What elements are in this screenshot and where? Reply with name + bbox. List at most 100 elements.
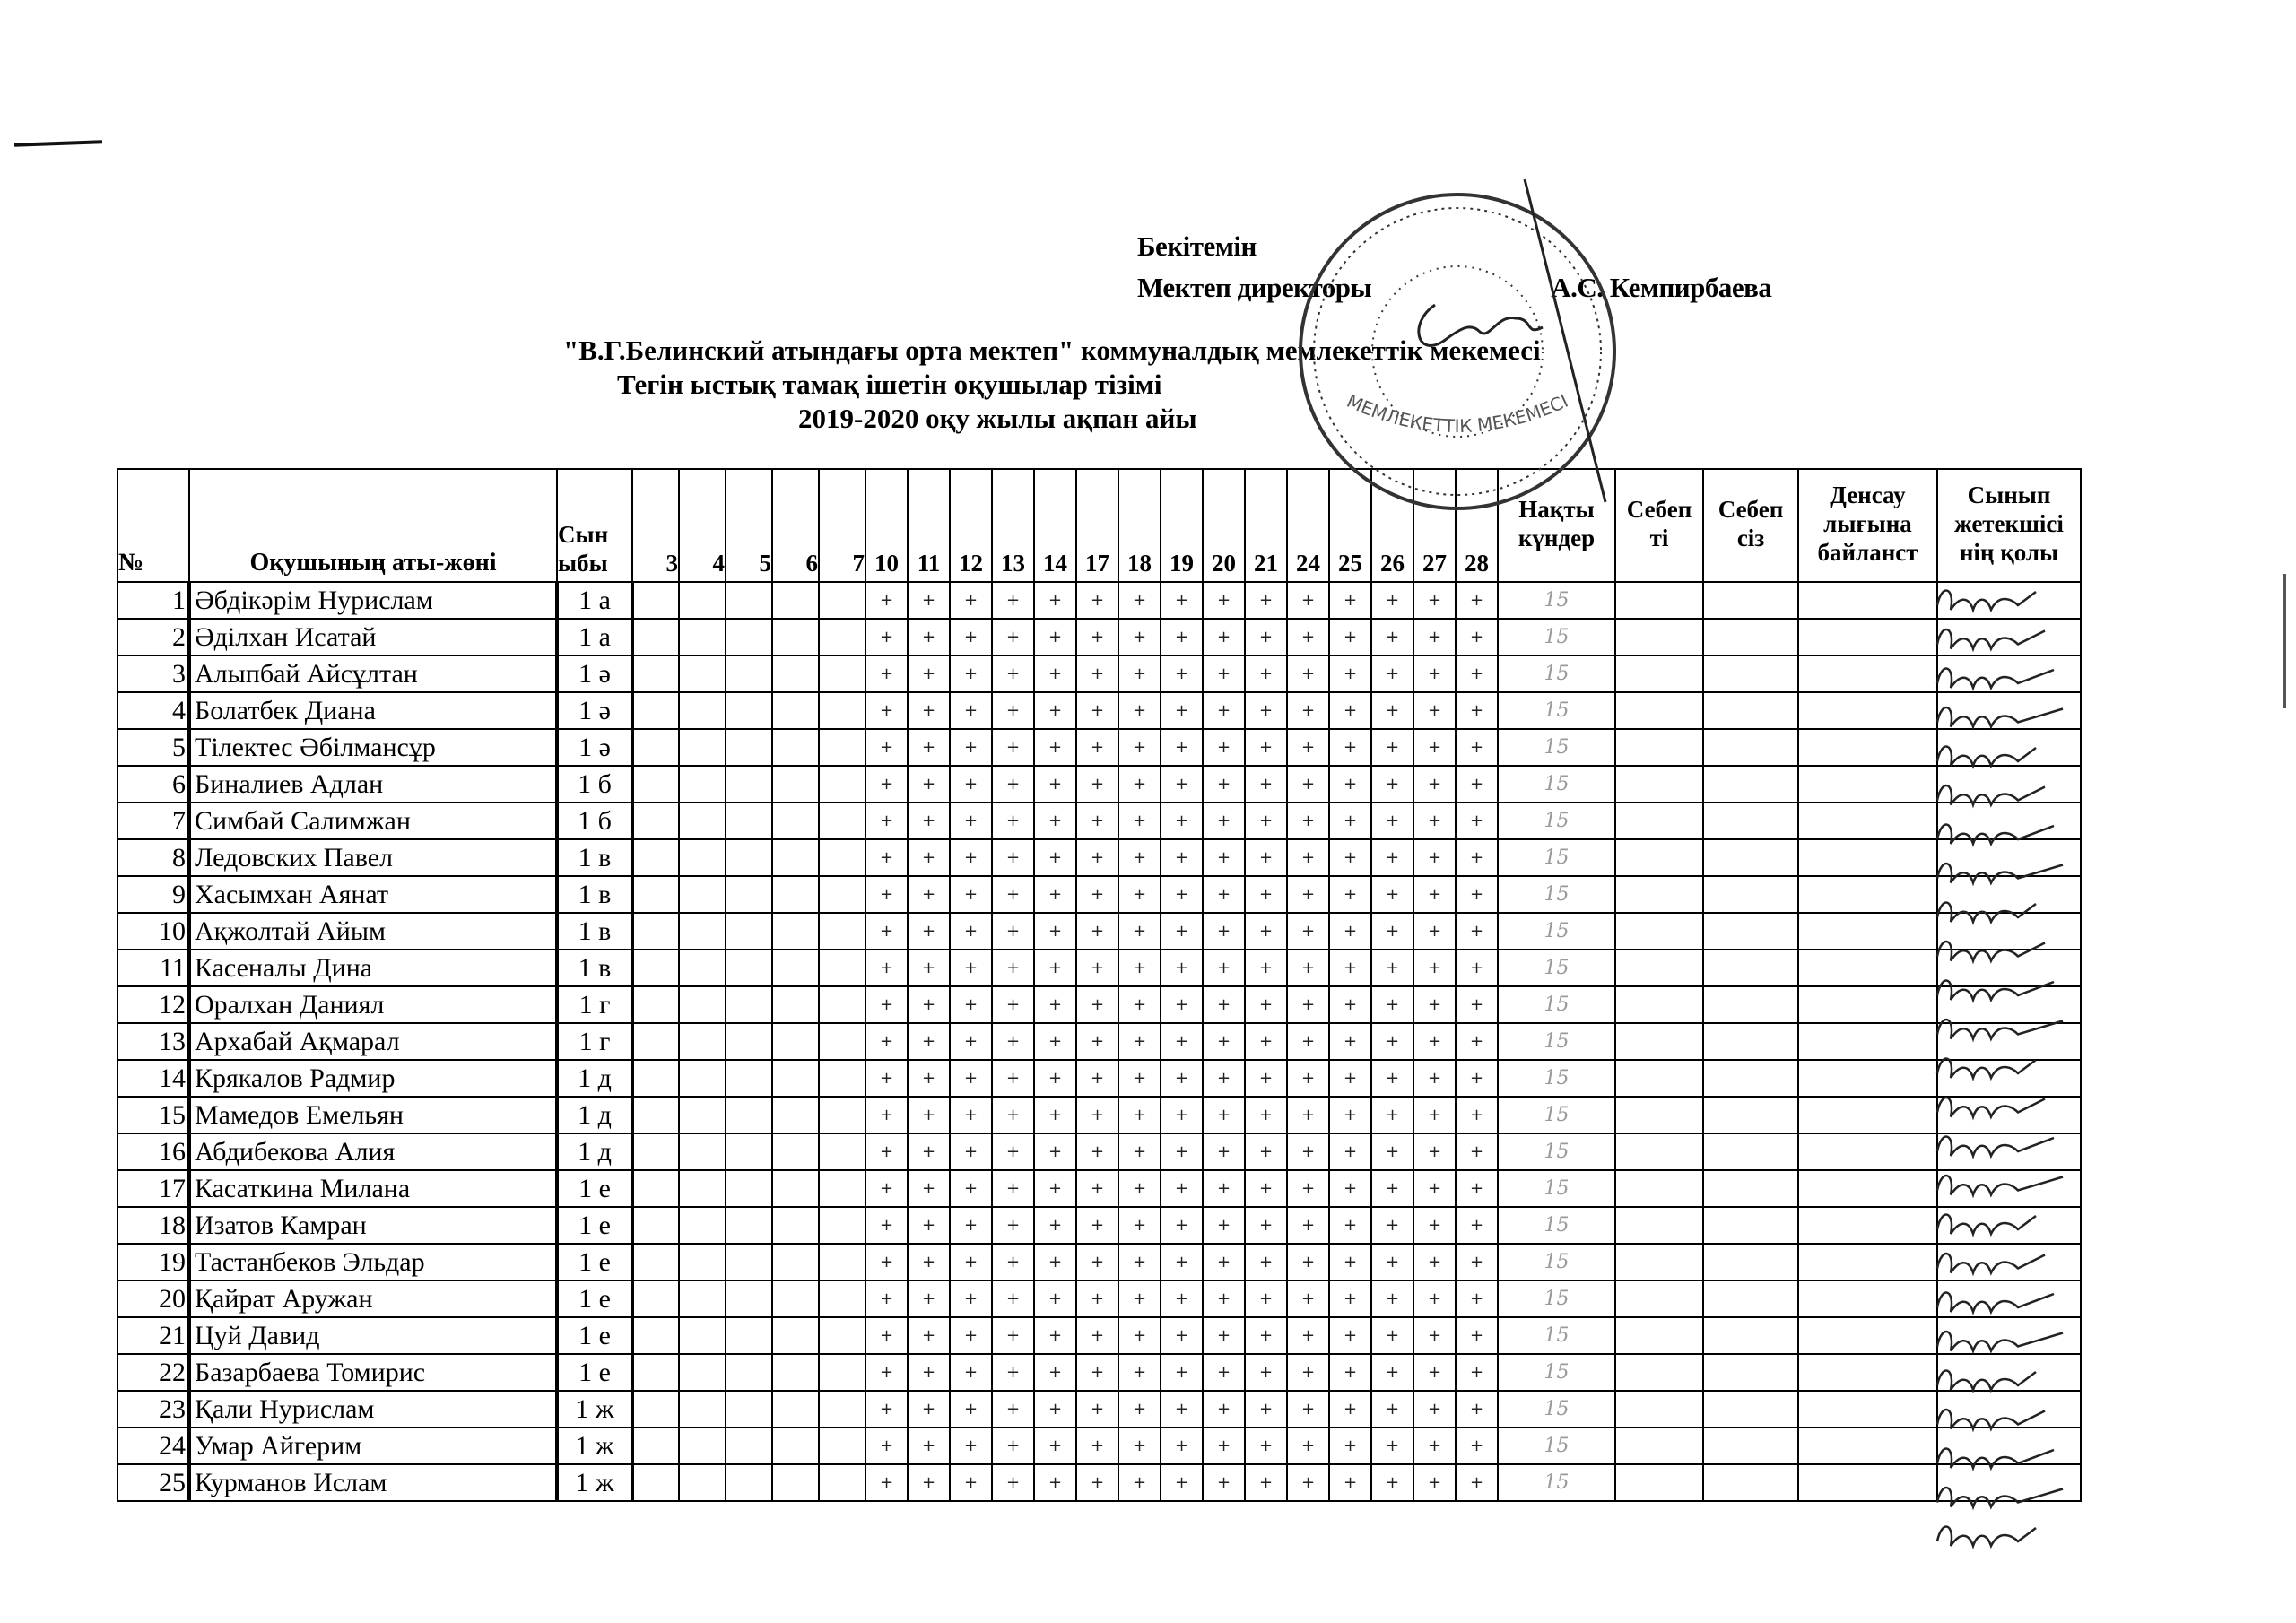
day-mark-cell: + (1075, 1353, 1119, 1392)
day-mark-cell (818, 838, 866, 877)
row-number: 9 (117, 875, 190, 914)
day-mark-cell: + (1244, 838, 1288, 877)
day-mark-cell (725, 1022, 773, 1061)
day-mark-cell: + (1033, 1390, 1077, 1428)
day-mark-cell (725, 1316, 773, 1355)
day-mark-cell: + (1370, 581, 1414, 620)
day-mark-cell: + (1075, 1133, 1119, 1171)
row-number: 6 (117, 765, 190, 803)
table-row: 25 Курманов Ислам 1 ж + + + + + + + + + + + + + + +15 (117, 1463, 2082, 1502)
day-mark-cell (725, 1059, 773, 1098)
student-name: Ақжолтай Айым (187, 912, 559, 950)
day-mark-cell: + (1286, 1133, 1330, 1171)
student-name: Касаткина Милана (187, 1169, 559, 1208)
actual-days: 15 (1497, 985, 1616, 1024)
student-name: Ледовских Павел (187, 838, 559, 877)
day-mark-cell (818, 1169, 866, 1208)
day-mark-cell: + (907, 1427, 951, 1465)
day-mark-cell (771, 1390, 820, 1428)
day-mark-cell: + (949, 1316, 993, 1355)
unexcused-cell (1702, 1022, 1799, 1061)
day-mark-cell (631, 802, 680, 840)
day-mark-cell: + (1033, 655, 1077, 693)
day-mark-cell: + (865, 1427, 909, 1465)
teacher-signature-cell (1936, 1096, 2082, 1134)
day-mark-cell (771, 1463, 820, 1502)
unexcused-cell (1702, 1463, 1799, 1502)
row-number: 19 (117, 1243, 190, 1281)
teacher-signature-cell (1936, 949, 2082, 987)
day-mark-cell (818, 1427, 866, 1465)
day-mark-cell (678, 1133, 726, 1171)
table-row: 1 Әбдікәрім Нурислам 1 а + + + + + + + + + + + + + + +15 (117, 581, 2082, 620)
day-mark-cell (818, 1206, 866, 1245)
row-number: 24 (117, 1427, 190, 1465)
day-mark-cell: + (907, 985, 951, 1024)
table-row: 8 Ледовских Павел 1 в + + + + + + + + + + + + + + +15 (117, 838, 2082, 877)
day-mark-cell: + (1075, 949, 1119, 987)
day-mark-cell (725, 949, 773, 987)
day-mark-cell: + (907, 691, 951, 730)
institution-title: "В.Г.Белинский атындағы орта мектеп" ком… (563, 334, 1541, 366)
day-mark-cell: + (907, 1390, 951, 1428)
day-mark-cell: + (1455, 1280, 1499, 1318)
student-class: 1 е (556, 1243, 634, 1281)
teacher-signature-cell (1936, 985, 2082, 1024)
day-mark-cell: + (1033, 581, 1077, 620)
day-mark-cell: + (991, 1390, 1035, 1428)
day-mark-cell: + (865, 1353, 909, 1392)
student-class: 1 а (556, 581, 634, 620)
unexcused-cell (1702, 618, 1799, 656)
day-mark-cell: + (991, 765, 1035, 803)
actual-days: 15 (1497, 875, 1616, 914)
day-mark-cell: + (1118, 912, 1161, 950)
actual-days: 15 (1497, 1169, 1616, 1208)
header-day: 11 (907, 468, 951, 583)
day-mark-cell (631, 1390, 680, 1428)
day-mark-cell: + (1413, 1206, 1457, 1245)
day-mark-cell: + (1286, 1243, 1330, 1281)
day-mark-cell: + (991, 691, 1035, 730)
actual-days: 15 (1497, 1280, 1616, 1318)
excused-cell (1614, 1059, 1704, 1098)
day-mark-cell: + (1286, 838, 1330, 877)
day-mark-cell: + (1118, 1206, 1161, 1245)
health-cell (1797, 1133, 1938, 1171)
day-mark-cell (631, 1463, 680, 1502)
day-mark-cell: + (1118, 949, 1161, 987)
day-mark-cell: + (1455, 618, 1499, 656)
day-mark-cell: + (991, 655, 1035, 693)
day-mark-cell: + (1370, 875, 1414, 914)
day-mark-cell: + (1413, 985, 1457, 1024)
day-mark-cell: + (907, 765, 951, 803)
day-mark-cell: + (1160, 691, 1204, 730)
actual-days: 15 (1497, 949, 1616, 987)
actual-days: 15 (1497, 618, 1616, 656)
day-mark-cell (631, 1022, 680, 1061)
unexcused-cell (1702, 1059, 1799, 1098)
health-cell (1797, 691, 1938, 730)
day-mark-cell: + (1455, 838, 1499, 877)
day-mark-cell (771, 838, 820, 877)
day-mark-cell (631, 618, 680, 656)
day-mark-cell (725, 728, 773, 767)
day-mark-cell: + (1160, 1280, 1204, 1318)
actual-days: 15 (1497, 728, 1616, 767)
day-mark-cell: + (1328, 1133, 1372, 1171)
student-name: Хасымхан Аянат (187, 875, 559, 914)
day-mark-cell: + (1244, 618, 1288, 656)
day-mark-cell (771, 985, 820, 1024)
day-mark-cell (771, 1133, 820, 1171)
day-mark-cell: + (1455, 802, 1499, 840)
health-cell (1797, 765, 1938, 803)
student-class: 1 ә (556, 691, 634, 730)
row-number: 5 (117, 728, 190, 767)
day-mark-cell: + (1413, 838, 1457, 877)
day-mark-cell: + (1244, 1206, 1288, 1245)
list-title: Тегін ыстық тамақ ішетін оқушылар тізімі (617, 369, 1162, 400)
health-cell (1797, 1096, 1938, 1134)
excused-cell (1614, 1206, 1704, 1245)
day-mark-cell: + (1075, 1022, 1119, 1061)
student-name: Умар Айгерим (187, 1427, 559, 1465)
day-mark-cell: + (1328, 1206, 1372, 1245)
